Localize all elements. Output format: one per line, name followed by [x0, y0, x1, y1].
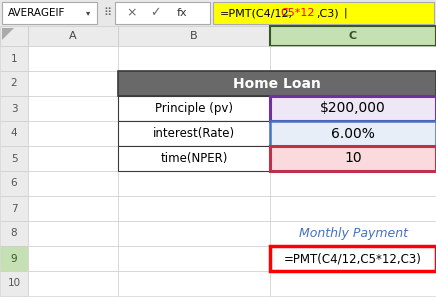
Text: 6.00%: 6.00% [331, 126, 375, 141]
Text: ×: × [127, 7, 137, 20]
Bar [270, 46, 436, 71]
Text: 10: 10 [7, 278, 20, 288]
Bar [0, 271, 28, 296]
Bar [270, 121, 436, 146]
Bar [2, 2, 97, 24]
Bar [0, 146, 28, 171]
Bar [213, 2, 434, 24]
Bar [118, 71, 436, 96]
Bar [0, 71, 28, 96]
Polygon shape [2, 28, 14, 40]
Bar [270, 221, 436, 246]
Text: ✓: ✓ [150, 7, 160, 20]
Text: 2: 2 [11, 79, 17, 88]
Bar [0, 0, 436, 26]
Bar [0, 46, 28, 71]
Bar [118, 271, 270, 296]
Bar [28, 271, 118, 296]
Bar [118, 171, 270, 196]
Bar [270, 271, 436, 296]
Text: C5*12: C5*12 [280, 8, 314, 18]
Bar [118, 196, 270, 221]
Text: 4: 4 [11, 129, 17, 138]
Bar [118, 96, 270, 121]
Bar [270, 96, 436, 121]
Bar [0, 246, 28, 271]
Bar [0, 121, 28, 146]
Text: =PMT(C4/12,C5*12,C3): =PMT(C4/12,C5*12,C3) [284, 252, 422, 265]
Text: B: B [190, 31, 198, 41]
Text: C: C [349, 31, 357, 41]
Bar [0, 221, 28, 246]
Bar [0, 26, 28, 46]
Bar [118, 121, 270, 146]
Text: 10: 10 [344, 151, 362, 166]
Bar [0, 196, 28, 221]
Text: |: | [344, 8, 347, 18]
Text: =PMT(C4/12,: =PMT(C4/12, [220, 8, 293, 18]
Text: AVERAGEIF: AVERAGEIF [8, 8, 65, 18]
Text: ⠿: ⠿ [103, 8, 111, 18]
Text: time(NPER): time(NPER) [160, 152, 228, 165]
Bar [28, 146, 118, 171]
Bar [115, 2, 210, 24]
Bar [270, 146, 436, 171]
Bar [270, 196, 436, 221]
Text: ▾: ▾ [86, 8, 90, 17]
Bar [28, 221, 118, 246]
Bar [270, 246, 436, 271]
Bar [28, 196, 118, 221]
Text: ,C3): ,C3) [316, 8, 339, 18]
Bar [118, 26, 270, 46]
Text: 3: 3 [11, 104, 17, 113]
Text: 8: 8 [11, 228, 17, 238]
Text: 6: 6 [11, 178, 17, 188]
Bar [118, 71, 270, 96]
Text: fx: fx [177, 8, 187, 18]
Bar [270, 246, 436, 271]
Text: 1: 1 [11, 54, 17, 64]
Text: 7: 7 [11, 203, 17, 213]
Bar [118, 46, 270, 71]
Bar [118, 146, 270, 171]
Bar [28, 121, 118, 146]
Text: $200,000: $200,000 [320, 101, 386, 116]
Text: Principle (pv): Principle (pv) [155, 102, 233, 115]
Bar [118, 221, 270, 246]
Bar [270, 96, 436, 121]
Bar [28, 26, 118, 46]
Bar [270, 171, 436, 196]
Text: 5: 5 [11, 154, 17, 163]
Bar [28, 171, 118, 196]
Bar [118, 121, 270, 146]
Bar [270, 146, 436, 171]
Bar [118, 96, 270, 121]
Bar [270, 26, 436, 46]
Text: 9: 9 [11, 253, 17, 263]
Bar [28, 46, 118, 71]
Bar [270, 121, 436, 146]
Text: interest(Rate): interest(Rate) [153, 127, 235, 140]
Text: Monthly Payment: Monthly Payment [299, 227, 408, 240]
Bar [28, 96, 118, 121]
Text: A: A [69, 31, 77, 41]
Bar [0, 96, 28, 121]
Bar [270, 71, 436, 96]
Bar [118, 246, 270, 271]
Text: Home Loan: Home Loan [233, 76, 321, 91]
Bar [0, 171, 28, 196]
Bar [28, 246, 118, 271]
Bar [118, 146, 270, 171]
Bar [28, 71, 118, 96]
